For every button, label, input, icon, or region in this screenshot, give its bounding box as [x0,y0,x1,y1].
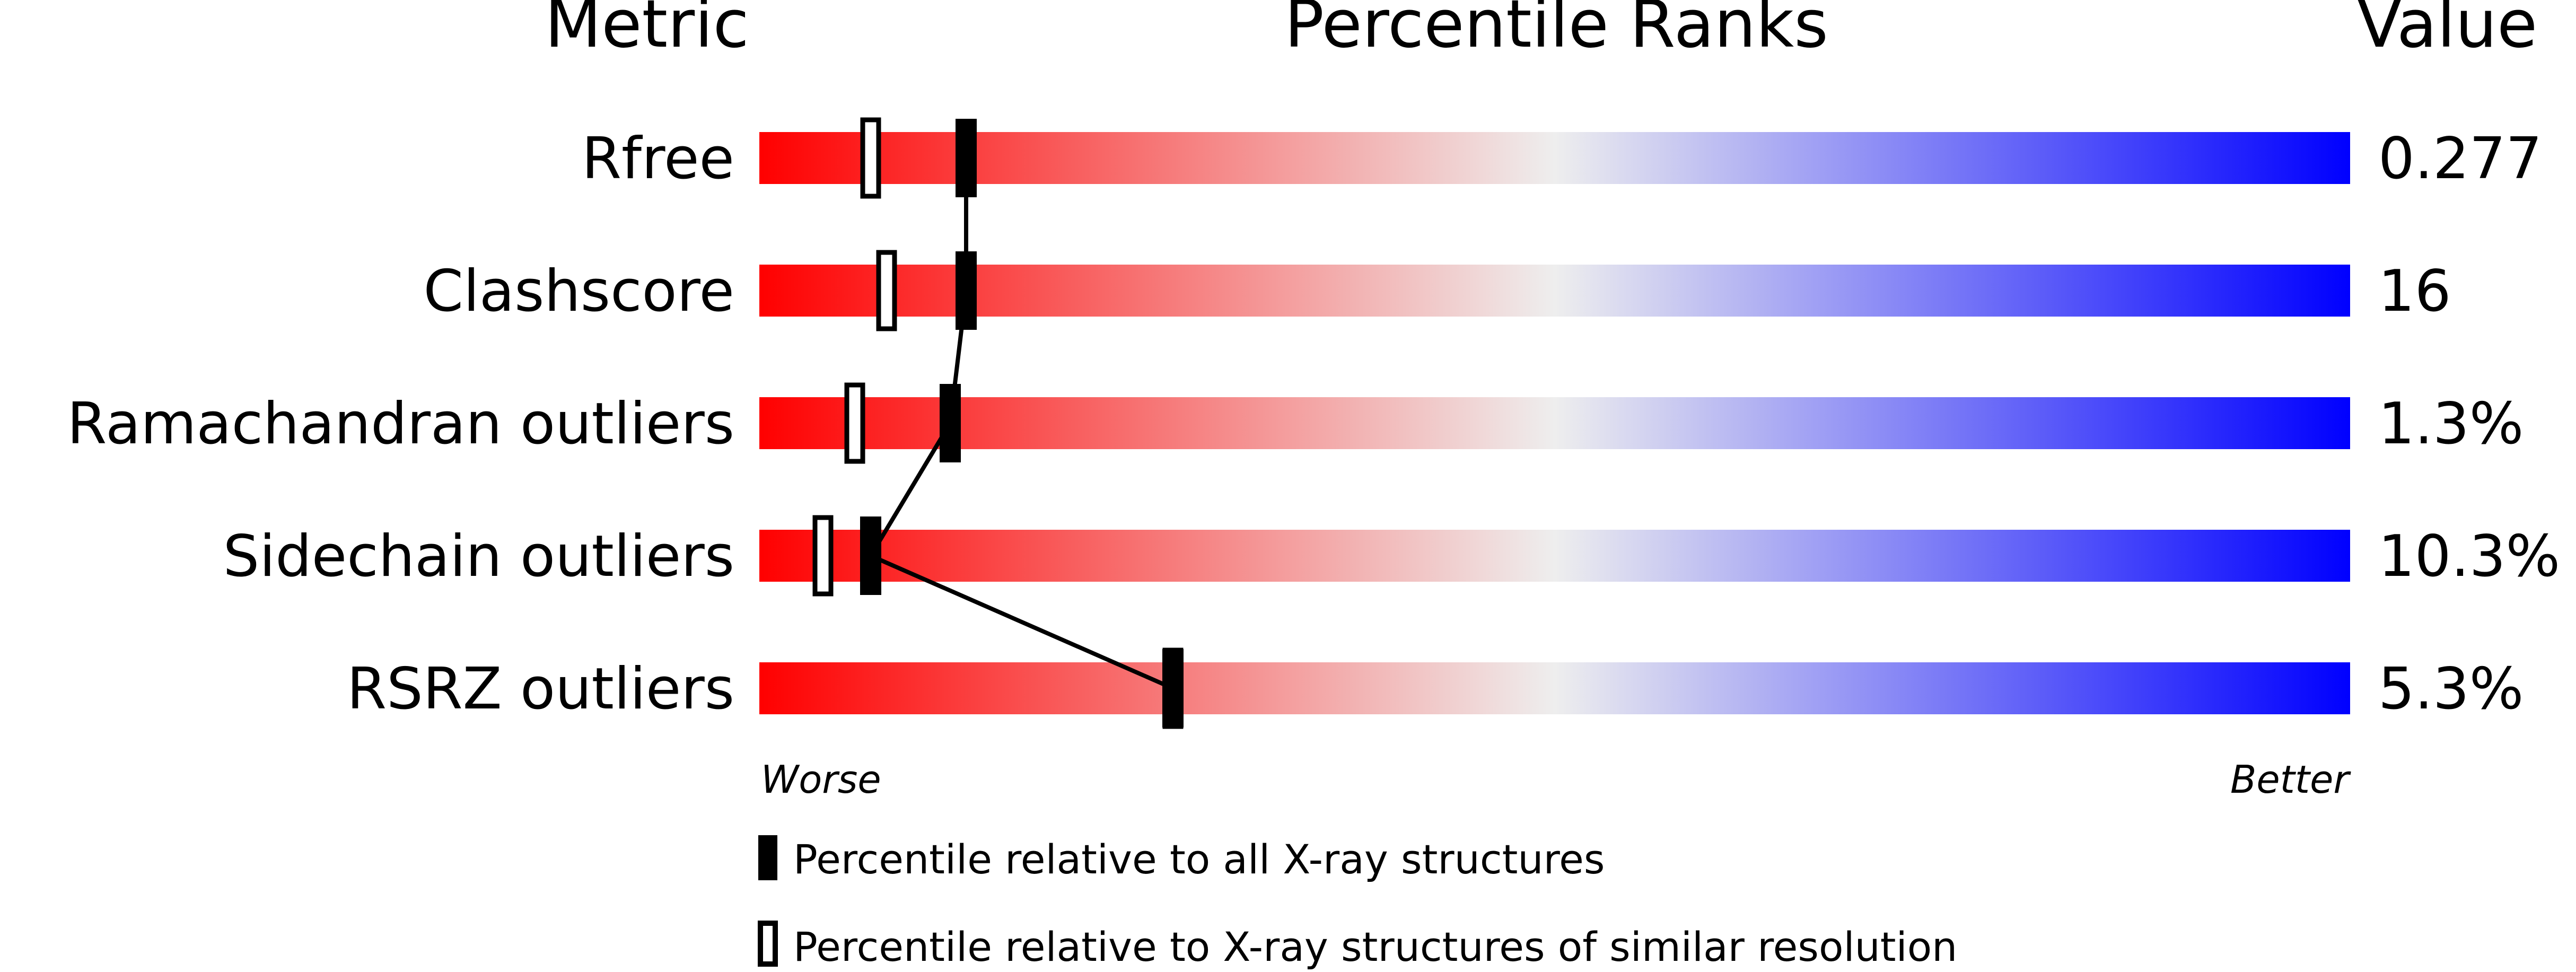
all-structures-marker [860,516,881,595]
percentile-bar [759,397,2350,449]
similar-resolution-marker [860,117,881,199]
header-percentile-ranks: Percentile Ranks [1284,0,1828,63]
all-structures-marker [1162,649,1184,728]
all-structures-marker [956,251,977,330]
legend-label-similar: Percentile relative to X-ray structures … [793,923,1957,970]
percentile-bar [759,530,2350,582]
metric-label: Sidechain outliers [223,523,734,590]
percentile-bar [759,662,2350,714]
axis-label-better: Better [2230,757,2351,802]
metric-label: Rfree [582,126,734,192]
legend: Percentile relative to all X-ray structu… [758,835,1957,970]
metric-label: RSRZ outliers [347,656,734,722]
legend-label-all: Percentile relative to all X-ray structu… [793,836,1605,883]
percentile-bar [759,265,2350,317]
axis-label-worse: Worse [761,757,881,802]
legend-hollow-marker [758,921,778,967]
all-structures-marker [956,119,977,197]
similar-resolution-marker [876,250,897,331]
metric-value: 16 [2378,258,2451,325]
metric-rows: Rfree 0.277 Clashscore 16 Ramachandran outli… [67,117,2560,729]
metric-value: 1.3% [2378,391,2524,457]
header-value: Value [2357,0,2538,63]
percentile-bar [759,132,2350,184]
metric-label: Ramachandran outliers [67,391,734,457]
similar-resolution-marker [844,382,865,464]
all-structures-marker [940,384,961,462]
legend-filled-marker [758,835,777,880]
metric-value: 0.277 [2378,126,2542,192]
metric-value: 10.3% [2378,523,2560,590]
metric-label: Clashscore [423,258,734,325]
metric-value: 5.3% [2378,656,2524,722]
header-metric: Metric [545,0,749,63]
similar-resolution-marker [812,515,834,597]
